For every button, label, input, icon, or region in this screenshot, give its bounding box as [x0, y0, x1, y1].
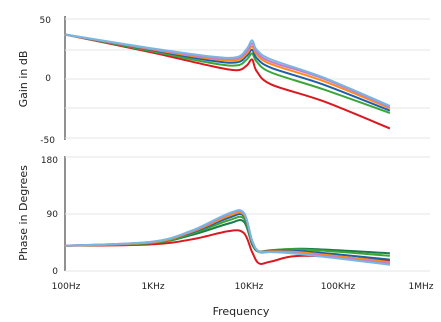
gain-tick-label: 0	[45, 74, 51, 84]
gain-y-ticks: 50 0 -50	[40, 16, 56, 146]
x-tick-label: 100KHz	[321, 282, 356, 292]
gain-curve	[64, 33, 391, 107]
x-axis-ticks: 100Hz 1KHz 10KHz 100KHz 1MHz	[52, 282, 434, 292]
gain-grid	[65, 18, 430, 139]
phase-grid	[65, 156, 430, 272]
x-tick-label: 100Hz	[52, 282, 81, 292]
gain-series-group	[64, 33, 391, 130]
phase-curve	[64, 229, 390, 265]
phase-curve	[64, 219, 390, 255]
x-tick-label: 10KHz	[235, 282, 264, 292]
phase-curve	[64, 209, 391, 266]
gain-tick-label: 50	[40, 16, 52, 26]
phase-tick-label: 0	[52, 267, 58, 277]
phase-panel: 180 90 0 Phase in Degrees	[17, 156, 430, 277]
gain-curve	[64, 33, 391, 130]
gain-curve	[64, 33, 391, 112]
gain-curve	[64, 33, 391, 114]
x-axis-title: Frequency	[213, 305, 270, 318]
gain-y-axis-title: Gain in dB	[17, 51, 30, 108]
x-tick-label: 1MHz	[409, 282, 434, 292]
phase-y-ticks: 180 90 0	[41, 156, 58, 277]
phase-tick-label: 90	[47, 210, 59, 220]
gain-panel: 50 0 -50 Gain in dB	[17, 16, 430, 146]
gain-curve	[64, 33, 391, 110]
gain-tick-label: -50	[40, 136, 55, 146]
phase-tick-label: 180	[41, 156, 58, 166]
phase-y-axis-title: Phase in Degrees	[17, 165, 30, 261]
phase-series-group	[64, 209, 391, 266]
x-tick-label: 1KHz	[141, 282, 164, 292]
